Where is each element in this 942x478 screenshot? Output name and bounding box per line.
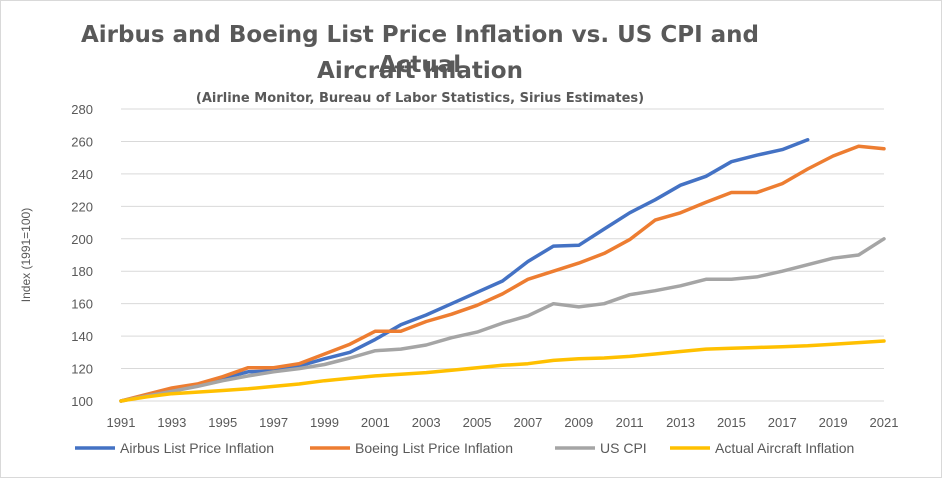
y-tick-label: 220 [71,199,93,214]
legend-label: Actual Aircraft Inflation [715,440,854,456]
x-tick-label: 2009 [564,415,593,430]
gridlines [121,108,884,402]
legend-label: Airbus List Price Inflation [120,440,274,456]
y-tick-label: 260 [71,134,93,149]
y-tick-label: 180 [71,264,93,279]
y-axis-label: Index (1991=100) [19,208,33,302]
legend-label: US CPI [600,440,647,456]
chart-title-line-2: Aircraft Inlation [317,58,523,84]
y-tick-label: 240 [71,167,93,182]
x-tick-label: 2003 [412,415,441,430]
chart-title: Airbus and Boeing List Price Inflation v… [80,22,760,78]
series-line [119,138,810,403]
series-line [119,144,886,403]
x-tick-label: 2011 [616,415,644,430]
x-tick-label: 2015 [717,415,746,430]
x-tick-label: 2001 [361,415,390,430]
y-tick-label: 280 [71,102,93,117]
x-tick-label: 2019 [819,415,848,430]
x-tick-label: 2021 [870,415,899,430]
series-line [119,237,886,403]
y-tick-label: 120 [71,362,93,377]
x-tick-label: 1997 [259,415,288,430]
x-tick-label: 2005 [463,415,492,430]
x-tick-label: 1993 [157,415,186,430]
x-tick-label: 1999 [310,415,339,430]
y-tick-label: 100 [71,394,93,409]
legend: Airbus List Price Inflation Boeing List P… [75,440,854,456]
y-tick-label: 140 [71,329,93,344]
x-tick-label: 1995 [208,415,237,430]
x-tick-label: 2017 [768,415,797,430]
x-tick-label: 1991 [107,415,136,430]
y-tick-label: 160 [71,297,93,312]
x-axis-ticks: 1991 1993 1995 1997 1999 2001 2003 2005 2007 2009… [107,415,899,430]
y-tick-label: 200 [71,232,93,247]
chart-subtitle: (Airline Monitor, Bureau of Labor Statis… [195,91,645,106]
series-lines [119,138,886,403]
x-tick-label: 2013 [666,415,695,430]
y-axis-ticks: 100 120 140 160 180 200 220 240 260 280 [71,102,93,409]
x-tick-label: 2007 [513,415,542,430]
legend-label: Boeing List Price Inflation [355,440,513,456]
series-line [119,339,886,403]
